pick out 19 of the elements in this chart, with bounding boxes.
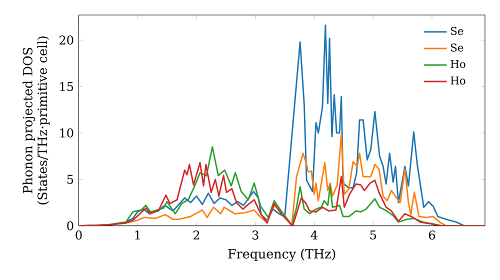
y-tick-label: 20 [60, 36, 74, 45]
legend-label: Ho [450, 60, 466, 68]
y-tick-label: 5 [67, 175, 74, 184]
legend-label: Ho [450, 76, 466, 85]
y-tick-label: 10 [60, 128, 74, 138]
x-tick-label: 3 [252, 230, 258, 240]
x-tick-label: 6 [428, 230, 436, 240]
y-tick-label: 15 [60, 82, 74, 92]
x-tick-label: 0 [76, 230, 82, 240]
x-tick-label: 4 [310, 230, 318, 240]
x-tick-label: 1 [135, 230, 140, 240]
y-axis-title: Phonon projected DOS (States/THz·primitive cell) [22, 36, 50, 204]
x-tick-label: 5 [370, 230, 376, 240]
x-tick-label: 2 [193, 230, 200, 240]
y-tick-label: 0 [67, 221, 74, 230]
x-axis-title: Frequency (THz) [228, 248, 336, 262]
legend-label: Se [451, 27, 464, 36]
legend-label: Se [451, 44, 464, 52]
line-series [78, 162, 485, 226]
